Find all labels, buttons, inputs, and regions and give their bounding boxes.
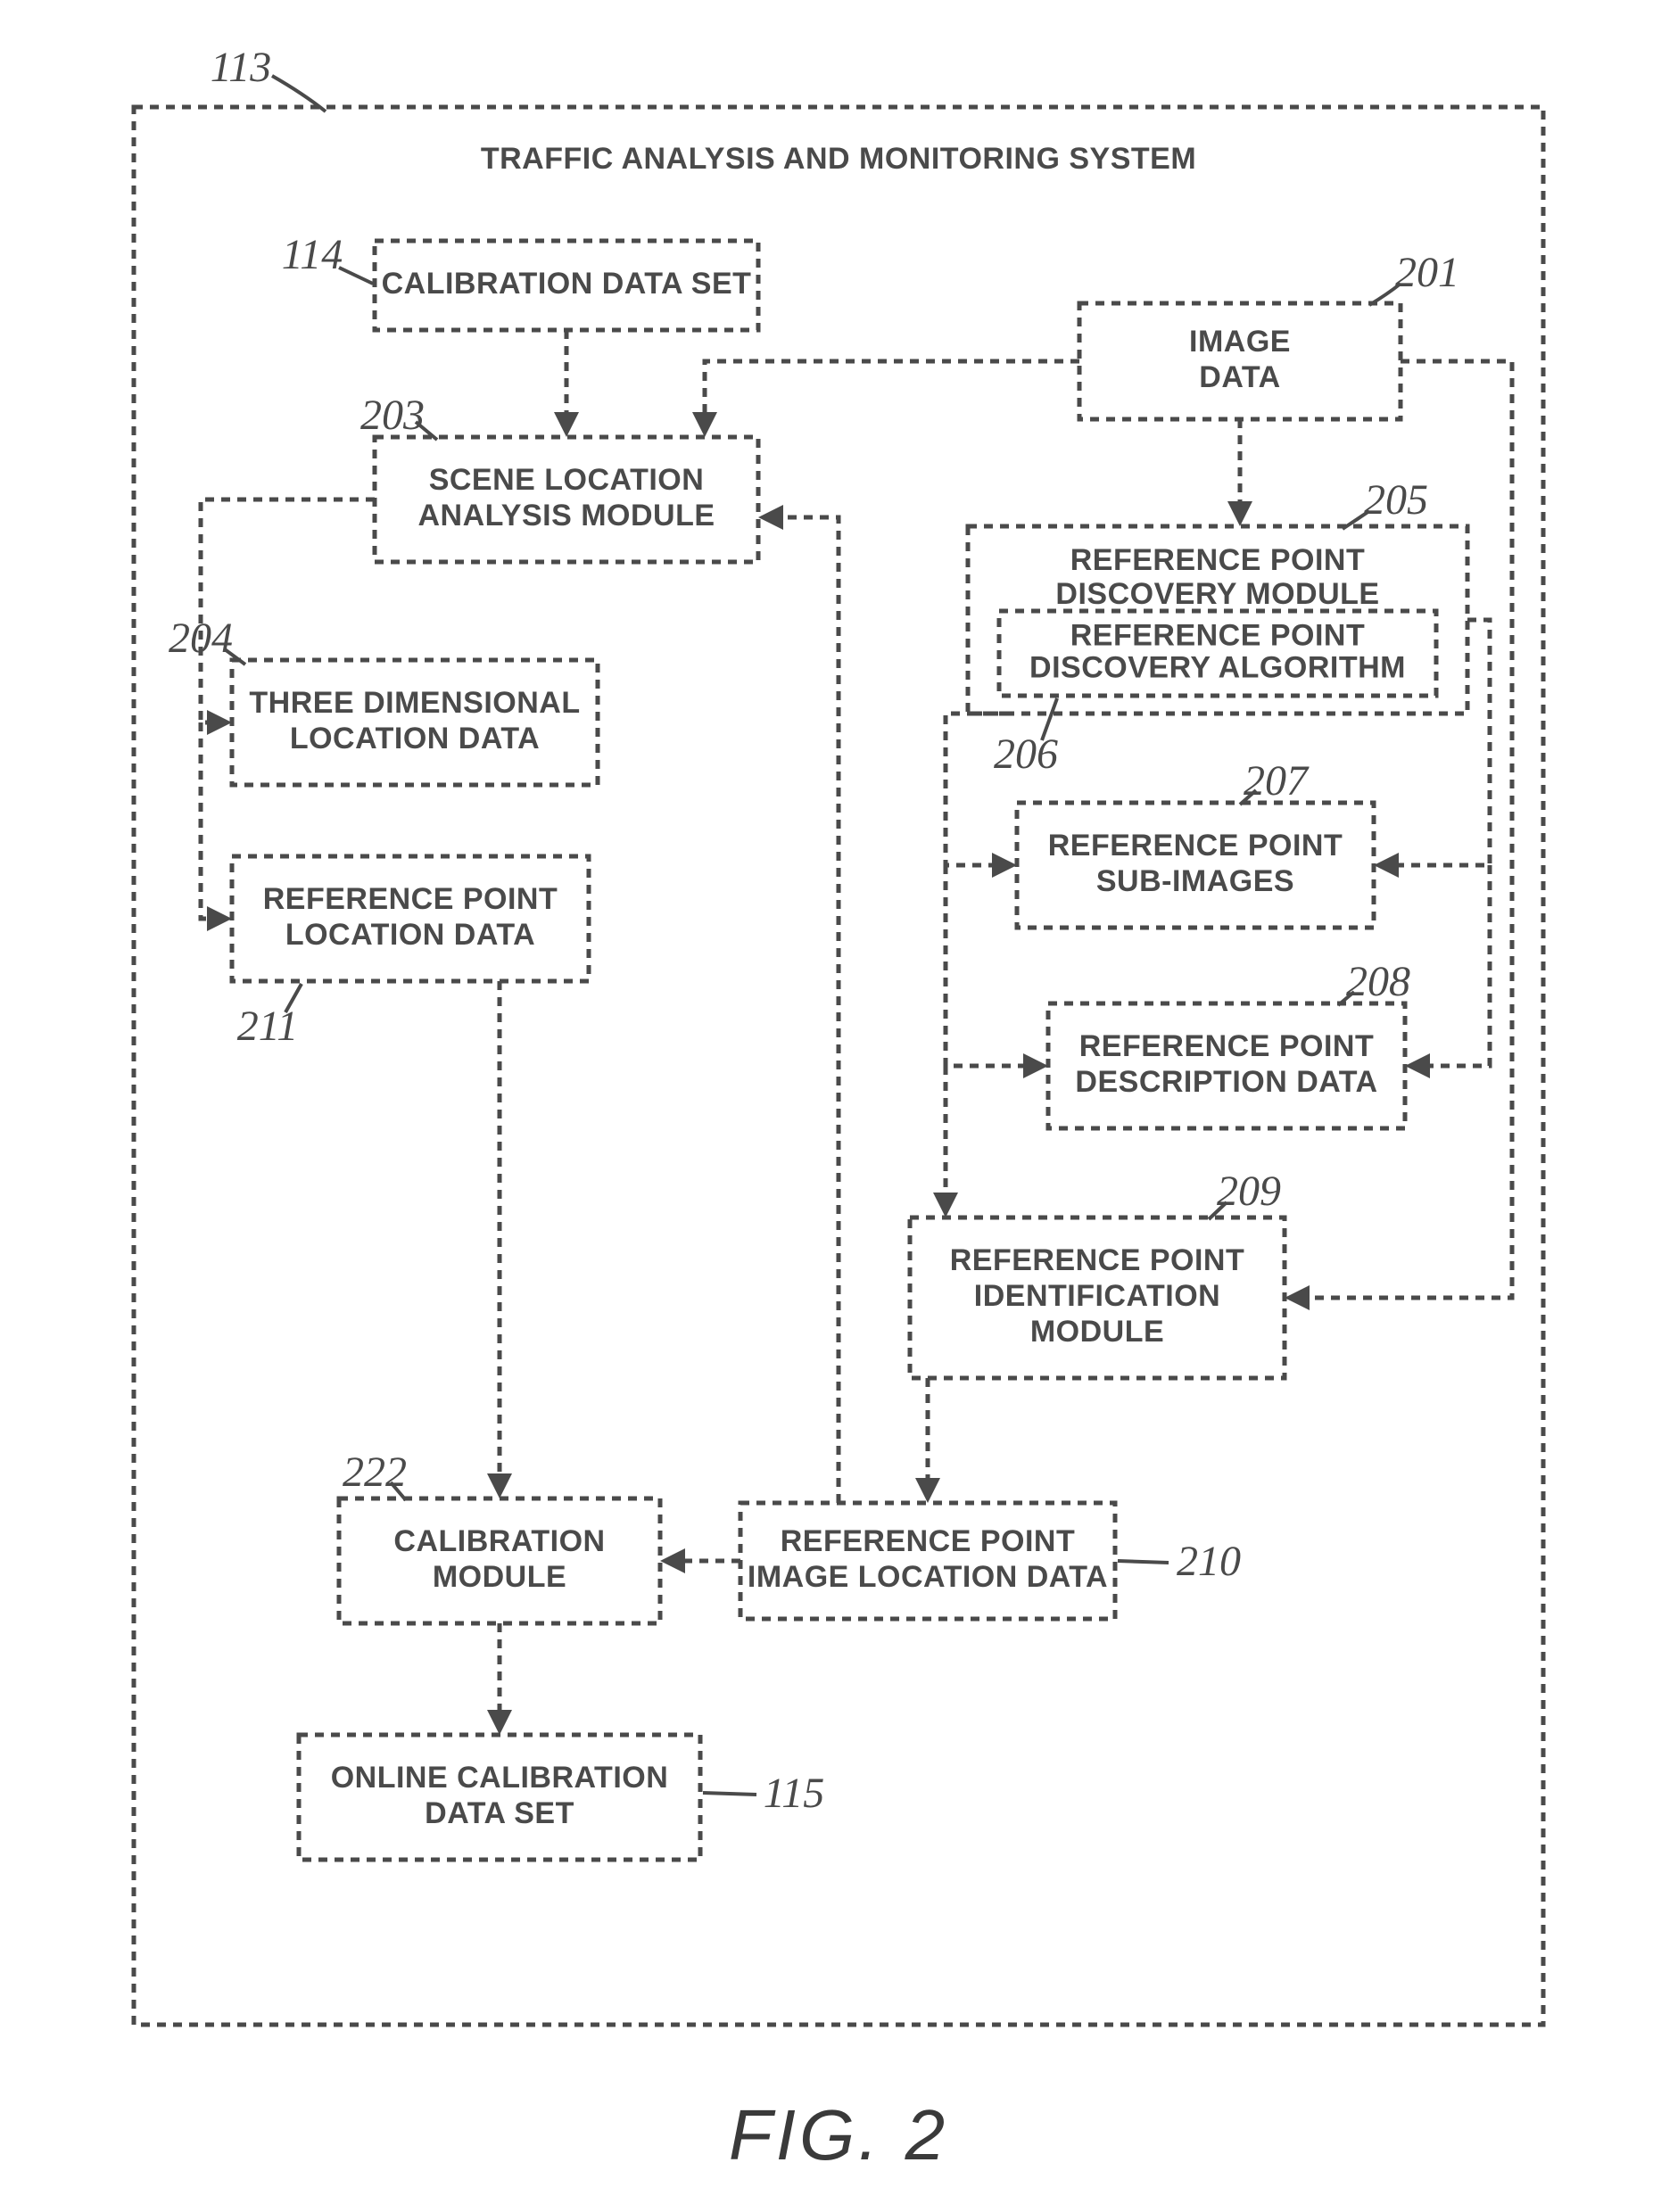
box-label: CALIBRATION [393, 1524, 605, 1558]
box-label: LOCATION DATA [290, 722, 540, 755]
ref-206: 206 [994, 730, 1058, 778]
ref-209: 209 [1217, 1168, 1281, 1215]
ref-210: 210 [1177, 1538, 1241, 1585]
ref-211: 211 [237, 1003, 298, 1050]
box-label: DISCOVERY ALGORITHM [1029, 650, 1406, 684]
box-label: IMAGE LOCATION DATA [748, 1560, 1108, 1594]
box-label: DATA [1199, 360, 1280, 394]
box-label: DESCRIPTION DATA [1075, 1065, 1377, 1099]
ref-114: 114 [282, 231, 343, 278]
box-label: LOCATION DATA [285, 918, 535, 952]
box-label: REFERENCE POINT [263, 882, 558, 916]
box-label: REFERENCE POINT [1070, 618, 1366, 652]
box-label: THREE DIMENSIONAL [249, 686, 580, 720]
ref-205: 205 [1364, 476, 1428, 524]
box-label: CALIBRATION DATA SET [382, 267, 752, 301]
figure-label: FIG. 2 [729, 2095, 948, 2175]
box-label: ONLINE CALIBRATION [331, 1761, 669, 1795]
box-label: REFERENCE POINT [1048, 829, 1343, 863]
ref-115: 115 [764, 1770, 824, 1817]
box-label: IMAGE [1189, 325, 1291, 359]
diagram-svg: TRAFFIC ANALYSIS AND MONITORING SYSTEM C… [0, 0, 1661, 2212]
ref-204: 204 [169, 615, 233, 662]
outer-title: TRAFFIC ANALYSIS AND MONITORING SYSTEM [481, 142, 1196, 176]
box-label: DISCOVERY MODULE [1055, 577, 1379, 611]
box-label: REFERENCE POINT [781, 1524, 1076, 1558]
ref-208: 208 [1346, 958, 1410, 1005]
box-label: MODULE [1030, 1315, 1164, 1349]
box-label: DATA SET [425, 1796, 574, 1830]
ref-201: 201 [1395, 249, 1459, 296]
box-label: REFERENCE POINT [1079, 1029, 1375, 1063]
box-label: SUB-IMAGES [1096, 864, 1294, 898]
ref-207: 207 [1244, 757, 1310, 805]
box-label: ANALYSIS MODULE [417, 499, 715, 532]
box-label: REFERENCE POINT [950, 1243, 1245, 1277]
ref-203: 203 [360, 392, 425, 439]
ref-222: 222 [343, 1449, 407, 1496]
box-label: REFERENCE POINT [1070, 543, 1366, 577]
ref-113: 113 [211, 44, 271, 91]
box-label: MODULE [433, 1560, 566, 1594]
box-label: IDENTIFICATION [974, 1279, 1220, 1313]
box-label: SCENE LOCATION [429, 463, 705, 497]
